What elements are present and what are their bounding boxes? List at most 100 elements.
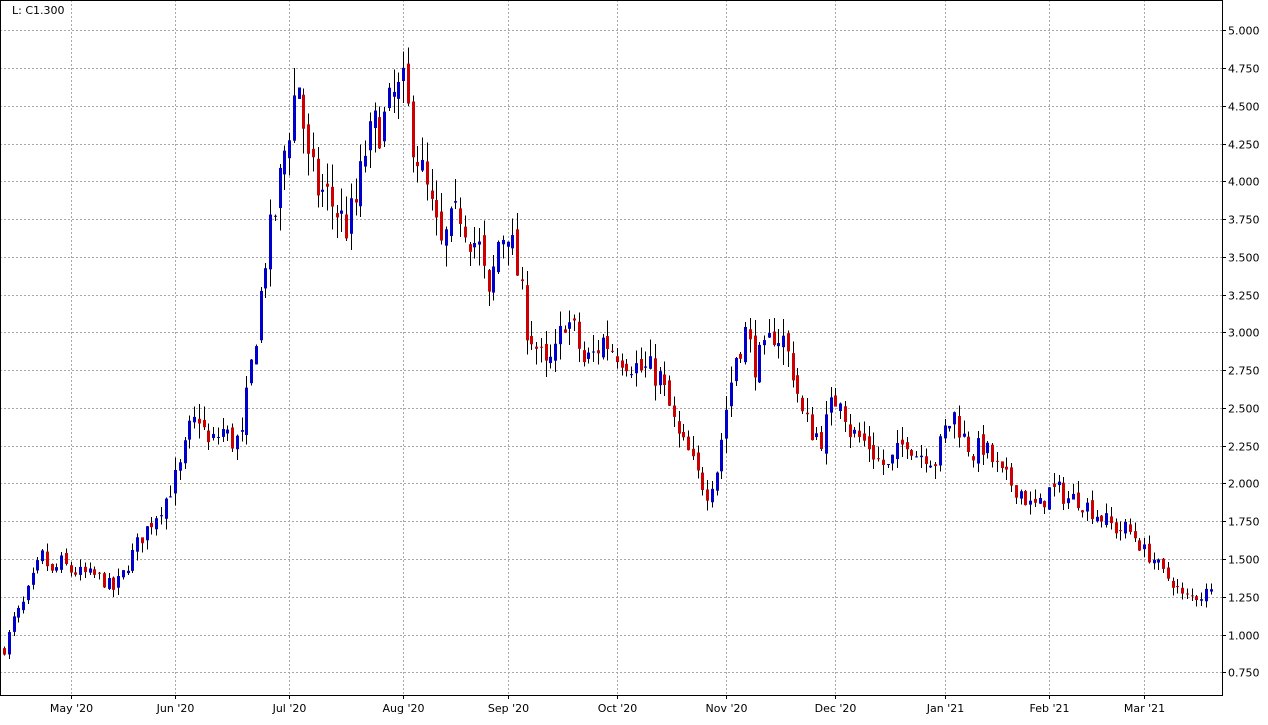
- y-tick-label: 1.750: [1228, 516, 1260, 529]
- y-tick-label: 5.000: [1228, 25, 1260, 38]
- candle-body-up: [212, 433, 215, 439]
- candle-body-down: [606, 336, 609, 350]
- candle-body-down: [1186, 593, 1189, 595]
- x-tick-label: Sep '20: [488, 702, 529, 715]
- candle-body-up: [1086, 502, 1089, 512]
- axis-layer: 0.750 1.000 1.250 1.500 1.750 2.000 2.250 2.500…: [0, 0, 1260, 715]
- candle-body-down: [426, 161, 429, 185]
- y-tick-label: 2.250: [1228, 441, 1260, 454]
- candle-body-up: [1200, 599, 1203, 601]
- candle-body-down: [654, 358, 657, 386]
- candle-body-down: [355, 199, 358, 203]
- candle-body-down: [844, 406, 847, 422]
- candle-body-down: [141, 537, 144, 544]
- candle-body-up: [763, 340, 766, 346]
- candle-body-up: [383, 111, 386, 142]
- candle-body-down: [706, 489, 709, 501]
- candle-body-up: [359, 161, 362, 207]
- candle-body-down: [991, 444, 994, 463]
- candle-body-down: [1191, 595, 1194, 597]
- y-tick-label: 0.750: [1228, 667, 1260, 680]
- candle-body-up: [193, 416, 196, 423]
- candle-body-down: [231, 427, 234, 449]
- candle-body-up: [13, 616, 16, 632]
- candle-body-up: [160, 515, 163, 517]
- candle-body-up: [1124, 521, 1127, 534]
- candle-body-up: [853, 429, 856, 434]
- candle-body-up: [963, 433, 966, 437]
- candle-body-down: [1110, 516, 1113, 524]
- candle-body-up: [60, 555, 63, 570]
- candle-body-down: [564, 329, 567, 333]
- candle-body-down: [317, 158, 320, 196]
- candle-body-up: [298, 87, 301, 99]
- candle-body-up: [758, 344, 761, 383]
- candle-body-up: [1157, 559, 1160, 563]
- y-tick-label: 3.750: [1228, 214, 1260, 227]
- candle-body-up: [36, 560, 39, 571]
- candle-body-down: [545, 343, 548, 361]
- candle-body-up: [165, 498, 168, 519]
- y-tick-label: 2.750: [1228, 365, 1260, 378]
- candle-layer: [3, 47, 1213, 660]
- candle-body-down: [469, 244, 472, 252]
- candle-body-up: [1067, 498, 1070, 504]
- y-tick-label: 4.000: [1228, 176, 1260, 189]
- candle-body-down: [1091, 500, 1094, 520]
- candle-body-up: [559, 325, 562, 345]
- candle-body-down: [1195, 596, 1198, 601]
- candle-body-up: [397, 81, 400, 99]
- candle-body-down: [1015, 485, 1018, 498]
- candle-body-up: [644, 366, 647, 368]
- candle-body-up: [659, 371, 662, 386]
- x-tick-label: Jun '20: [156, 702, 195, 715]
- candle-body-up: [241, 430, 244, 432]
- candle-body-up: [288, 140, 291, 159]
- x-tick-label: Nov '20: [706, 702, 748, 715]
- candle-body-up: [179, 462, 182, 471]
- x-tick-label: Jan '21: [926, 702, 964, 715]
- candle-body-down: [412, 101, 415, 158]
- candle-body-up: [402, 67, 405, 82]
- candle-body-down: [663, 374, 666, 386]
- candle-body-down: [1034, 498, 1037, 503]
- candle-body-down: [967, 436, 970, 452]
- candle-body-down: [996, 460, 999, 462]
- y-tick-label: 1.250: [1228, 592, 1260, 605]
- candle-body-up: [492, 266, 495, 293]
- candle-body-down: [203, 419, 206, 428]
- candle-body-up: [421, 159, 424, 171]
- candle-body-up: [1210, 589, 1213, 592]
- candle-body-up: [236, 435, 239, 450]
- candle-body-up: [1143, 544, 1146, 550]
- candle-body-up: [279, 167, 282, 209]
- candle-body-down: [863, 433, 866, 441]
- candle-body-up: [953, 412, 956, 425]
- candle-body-down: [1001, 461, 1004, 469]
- candle-body-up: [450, 208, 453, 236]
- candle-body-up: [136, 537, 139, 552]
- candle-body-down: [1167, 567, 1170, 579]
- candle-body-down: [811, 414, 814, 441]
- candle-body-down: [673, 405, 676, 417]
- candle-body-up: [89, 568, 92, 573]
- y-tick-label: 2.500: [1228, 403, 1260, 416]
- candle-body-up: [735, 358, 738, 382]
- candle-body-up: [478, 241, 481, 245]
- candle-body-up: [977, 438, 980, 464]
- candle-body-down: [925, 456, 928, 464]
- candle-body-up: [340, 210, 343, 214]
- candle-body-up: [777, 343, 780, 347]
- candle-body-up: [1096, 516, 1099, 522]
- candle-body-up: [730, 382, 733, 407]
- candle-body-up: [27, 585, 30, 601]
- candle-body-up: [108, 578, 111, 589]
- candle-body-down: [74, 572, 77, 575]
- candle-body-down: [972, 456, 975, 461]
- candle-body-down: [150, 522, 153, 528]
- candle-body-up: [1105, 513, 1108, 525]
- candle-body-up: [948, 425, 951, 429]
- candle-body-up: [146, 526, 149, 541]
- candle-body-down: [901, 439, 904, 445]
